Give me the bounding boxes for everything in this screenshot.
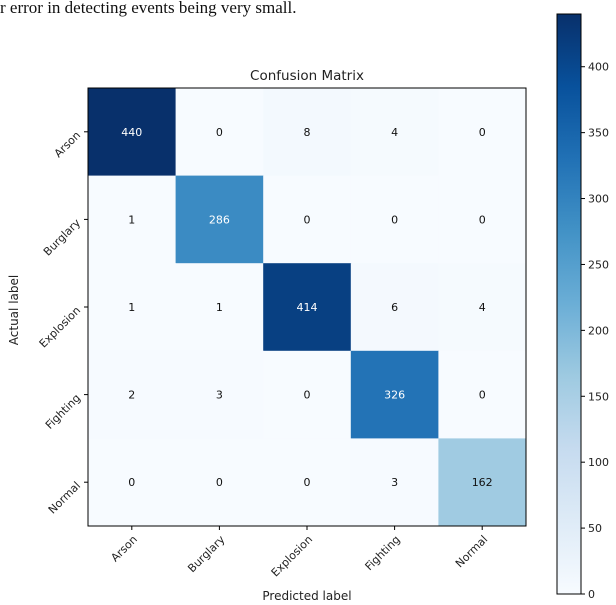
y-tick-label: Explosion (37, 304, 83, 350)
cell-value-label: 2 (128, 389, 135, 402)
cell-value-label: 0 (304, 389, 311, 402)
colorbar-tick-label: 150 (588, 390, 609, 403)
colorbar-tick-label: 0 (588, 588, 595, 601)
x-tick-label: Normal (453, 533, 490, 570)
cell-value-label: 3 (216, 389, 223, 402)
colorbar-tick-label: 50 (588, 522, 602, 535)
x-axis-ticks: Arson Burglary Explosion Fighting Normal (108, 526, 490, 579)
cell-value-label: 1 (216, 301, 223, 314)
y-tick-label: Burglary (41, 216, 84, 259)
cell-value-label: 0 (304, 213, 311, 226)
cell-value-label: 1 (128, 213, 135, 226)
cell-value-label: 0 (216, 476, 223, 489)
cell-value-label: 0 (304, 476, 311, 489)
cell-value-label: 3 (391, 476, 398, 489)
cell-value-label: 1 (128, 301, 135, 314)
cell-value-label: 440 (121, 126, 142, 139)
colorbar (557, 14, 581, 594)
x-axis-label: Predicted label (262, 589, 351, 603)
chart-title: Confusion Matrix (250, 68, 364, 84)
cell-value-label: 4 (391, 126, 398, 139)
x-tick-label: Burglary (185, 533, 228, 576)
cell-value-label: 0 (391, 213, 398, 226)
x-tick-label: Arson (108, 533, 139, 564)
cell-value-label: 8 (304, 126, 311, 139)
colorbar-tick-label: 400 (588, 61, 609, 74)
cell-value-label: 326 (384, 389, 405, 402)
cell-value-label: 0 (128, 476, 135, 489)
colorbar-ticks: 0 50 100 150 200 250 300 350 400 (581, 61, 609, 601)
y-axis-ticks: Arson Burglary Explosion Fighting Normal (37, 129, 88, 517)
colorbar-tick-label: 250 (588, 258, 609, 271)
x-tick-label: Fighting (363, 533, 403, 573)
cell-value-label: 0 (479, 389, 486, 402)
y-tick-label: Arson (52, 129, 83, 160)
cell-value-label: 0 (216, 126, 223, 139)
y-tick-label: Fighting (43, 392, 83, 432)
colorbar-tick-label: 200 (588, 324, 609, 337)
colorbar-tick-label: 300 (588, 193, 609, 206)
y-axis-label: Actual label (7, 275, 21, 345)
caption-fragment: r error in detecting events being very s… (0, 0, 296, 17)
colorbar-tick-label: 100 (588, 456, 609, 469)
cell-value-label: 414 (297, 301, 318, 314)
colorbar-tick-label: 350 (588, 127, 609, 140)
x-tick-label: Explosion (269, 533, 315, 579)
cell-value-label: 4 (479, 301, 486, 314)
cell-value-label: 0 (479, 213, 486, 226)
cell-value-label: 0 (479, 126, 486, 139)
cell-value-label: 6 (391, 301, 398, 314)
cell-value-label: 286 (209, 213, 230, 226)
y-tick-label: Normal (46, 479, 83, 516)
cell-value-label: 162 (472, 476, 493, 489)
